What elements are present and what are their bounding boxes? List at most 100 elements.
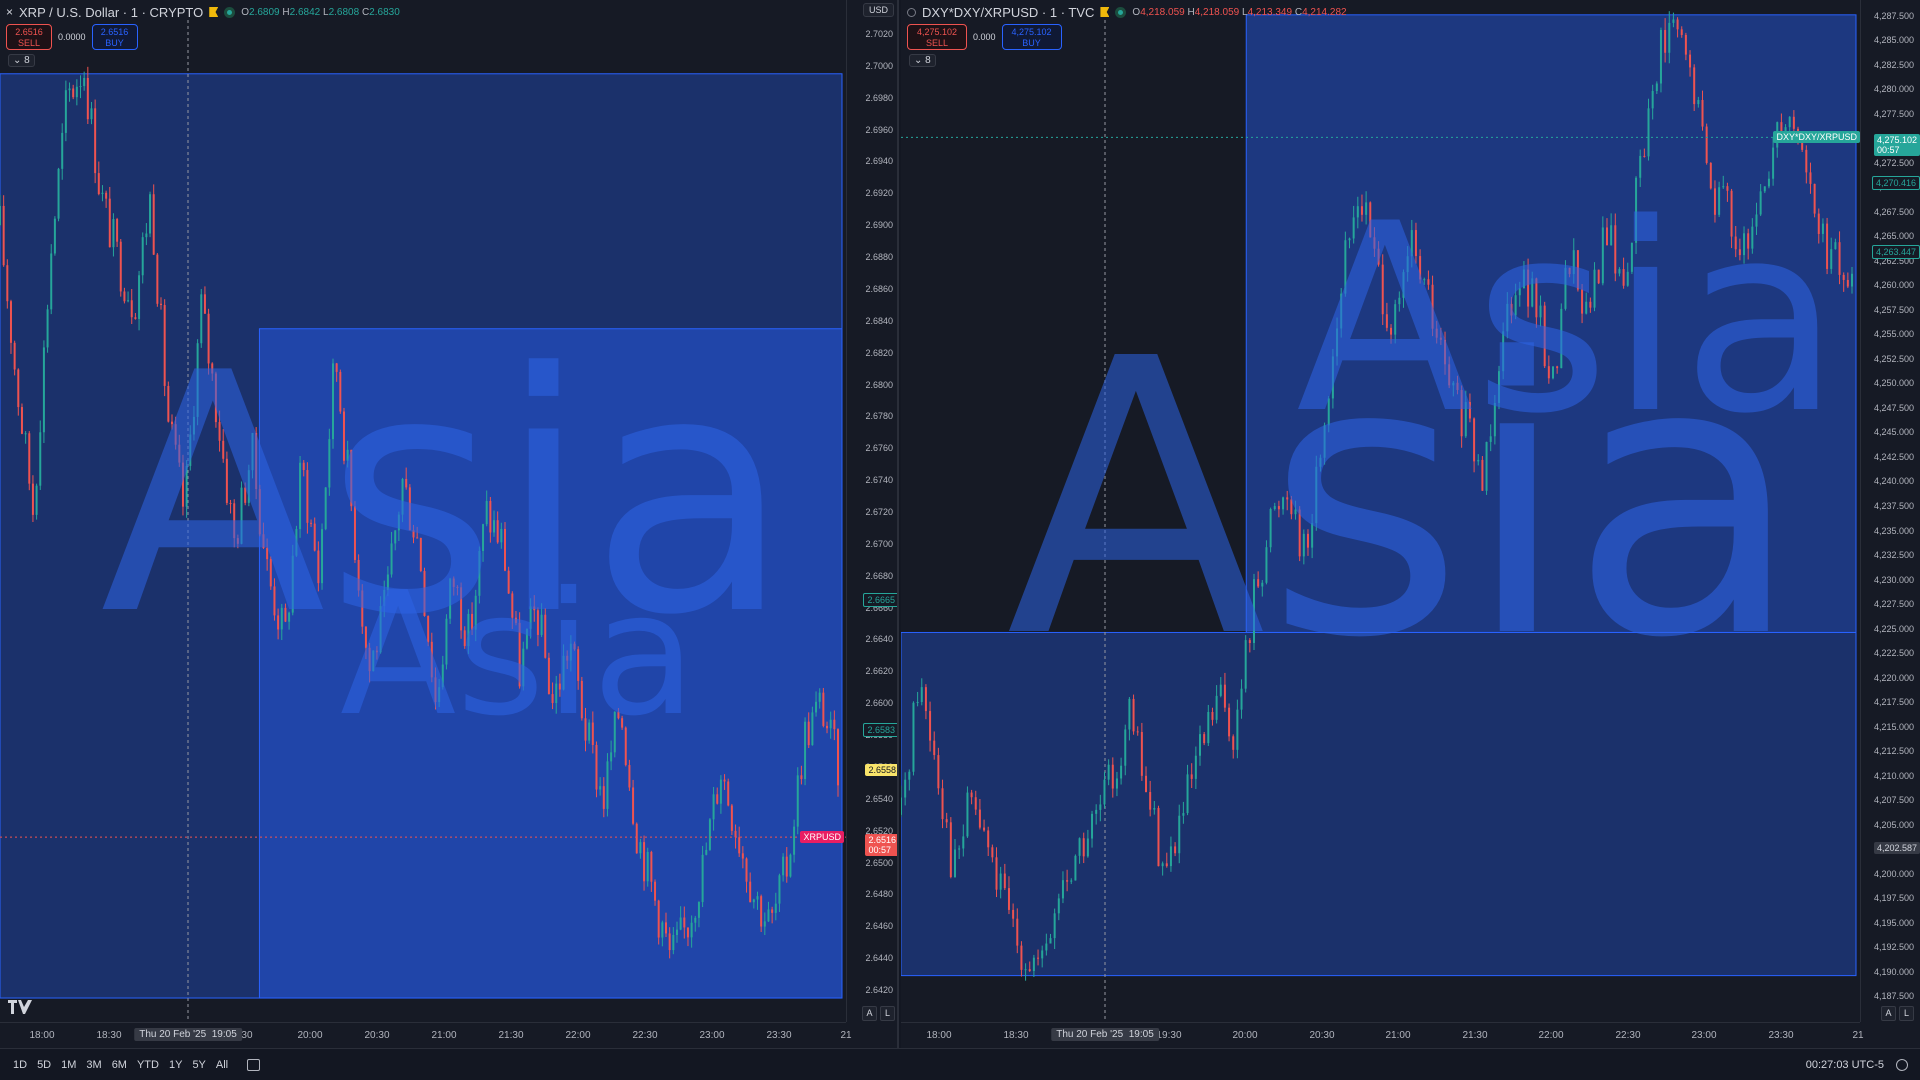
candle — [1414, 222, 1417, 264]
candle-body — [1091, 813, 1094, 839]
candle — [606, 753, 609, 817]
candle-body — [1618, 269, 1621, 274]
clock-display[interactable]: 00:27:03 UTC-5 — [1805, 1058, 1884, 1071]
price-tick-label: 4,215.000 — [1873, 721, 1914, 732]
range-button[interactable]: 1D — [13, 1058, 28, 1071]
calendar-icon[interactable] — [247, 1058, 261, 1071]
candle-body — [1282, 497, 1285, 510]
price-tick-label: 4,190.000 — [1873, 966, 1914, 977]
flag-icon[interactable] — [1100, 7, 1110, 17]
tradingview-logo[interactable] — [8, 1000, 32, 1014]
candle — [251, 432, 254, 479]
candle-body — [978, 809, 981, 828]
range-button[interactable]: 1M — [61, 1058, 77, 1071]
candle — [277, 608, 280, 640]
range-button[interactable]: 5Y — [192, 1058, 206, 1071]
candle — [17, 368, 20, 416]
time-tick-label: 18:30 — [96, 1030, 122, 1041]
candle-body — [53, 218, 56, 254]
candle-body — [1851, 273, 1853, 287]
candle — [1684, 32, 1687, 61]
candle — [708, 818, 711, 851]
price-axis[interactable]: 4,287.500 4,285.000 4,282.500 4,280.000 4,27… — [1860, 0, 1920, 1022]
buy-button[interactable]: 2.6516 BUY — [91, 24, 138, 50]
candle — [386, 566, 389, 597]
currency-select[interactable]: USD — [863, 3, 895, 17]
indicators-toggle[interactable]: ⌄ 8 — [8, 54, 35, 67]
candle — [1327, 395, 1330, 433]
range-button[interactable]: 1Y — [168, 1058, 183, 1071]
price-tick-label: 4,232.500 — [1873, 550, 1914, 561]
auto-scale-button[interactable]: A — [1881, 1006, 1896, 1021]
log-scale-button[interactable]: L — [1899, 1006, 1914, 1021]
close-icon[interactable]: × — [6, 5, 14, 19]
left-chart-pane[interactable]: Asia Asia × XRP / U.S. Dollar · 1 · CRYP… — [0, 0, 899, 1048]
sell-button[interactable]: 4,275.102 SELL — [907, 24, 967, 50]
flag-icon[interactable] — [209, 7, 219, 17]
candle — [672, 927, 675, 955]
candle — [1635, 176, 1638, 255]
symbol-legend[interactable]: × XRP / U.S. Dollar · 1 · CRYPTO O2.6809… — [6, 4, 400, 20]
candle — [920, 678, 923, 706]
right-chart-canvas[interactable] — [901, 0, 1860, 1022]
candle-body — [1381, 264, 1384, 315]
candle-body — [995, 857, 998, 890]
time-axis[interactable]: 21 23:30 23:00 22:30 22:00 21:30 21:00 20:30 20:… — [901, 1022, 1864, 1048]
price-tick-label: 2.6740 — [865, 475, 893, 486]
range-button[interactable]: 3M — [86, 1058, 102, 1071]
sell-button[interactable]: 2.6516 SELL — [6, 24, 52, 50]
ohlc-values: O2.6809 H2.6842 L2.6808 C2.6830 — [241, 6, 400, 18]
candle-body — [39, 432, 42, 486]
time-axis[interactable]: 21 23:30 23:00 22:30 22:00 21:30 21:00 20:30 20:… — [0, 1022, 852, 1048]
candle — [1394, 299, 1397, 344]
candle — [771, 906, 774, 924]
candle-body — [1182, 813, 1185, 816]
candle-body — [1651, 91, 1654, 109]
candle — [1618, 267, 1621, 277]
candle — [1074, 854, 1077, 881]
candle — [86, 66, 89, 124]
candle-body — [1190, 774, 1193, 779]
candle — [471, 602, 474, 635]
candle — [181, 454, 184, 516]
candle-body — [218, 422, 221, 441]
symbol-legend[interactable]: DXY*DXY/XRPUSD · 1 · TVC O4,218.059 H4,2… — [907, 4, 1347, 20]
candle — [31, 475, 34, 523]
candle — [719, 775, 722, 814]
range-button[interactable]: 6M — [111, 1058, 127, 1071]
candle-body — [75, 86, 78, 98]
candle — [1614, 213, 1617, 282]
range-button[interactable]: All — [215, 1058, 229, 1071]
session-box — [0, 73, 843, 999]
left-chart-canvas[interactable] — [0, 0, 846, 1022]
candle-body — [163, 305, 166, 386]
log-scale-button[interactable]: L — [880, 1006, 895, 1021]
candle-body — [1414, 230, 1417, 257]
candle-body — [306, 470, 309, 523]
indicators-toggle[interactable]: ⌄ 8 — [909, 54, 936, 67]
right-chart-pane[interactable]: Asia Asia DXY*DXY/XRPUSD · 1 · TVC O4,21… — [901, 0, 1920, 1048]
symbol-title[interactable]: XRP / U.S. Dollar · 1 · CRYPTO — [19, 4, 204, 20]
candle-body — [1668, 22, 1671, 53]
price-tag-green-2: 4,263.447 — [1871, 244, 1920, 259]
candle-body — [493, 520, 496, 533]
candle-body — [302, 462, 305, 471]
auto-scale-button[interactable]: A — [862, 1006, 877, 1021]
buy-button[interactable]: 4,275.102 BUY — [1001, 24, 1062, 50]
settings-icon[interactable] — [1896, 1058, 1908, 1071]
candle — [427, 615, 430, 647]
candle — [665, 912, 668, 938]
range-button[interactable]: YTD — [136, 1058, 159, 1071]
range-button[interactable]: 5D — [37, 1058, 52, 1071]
candle — [240, 481, 243, 545]
chart-settings-icon[interactable] — [907, 7, 916, 17]
price-axis[interactable]: USD 2.7020 2.7000 2.6980 2.6960 2.6940 2.6920… — [846, 0, 897, 1022]
candle — [1605, 218, 1608, 246]
candle-body — [1767, 178, 1770, 187]
candle — [1406, 246, 1409, 282]
symbol-title[interactable]: DXY*DXY/XRPUSD · 1 · TVC — [922, 4, 1095, 20]
candle-body — [401, 478, 404, 515]
price-tick-label: 2.7020 — [865, 28, 893, 39]
candle — [1207, 704, 1210, 747]
candle — [734, 824, 737, 849]
